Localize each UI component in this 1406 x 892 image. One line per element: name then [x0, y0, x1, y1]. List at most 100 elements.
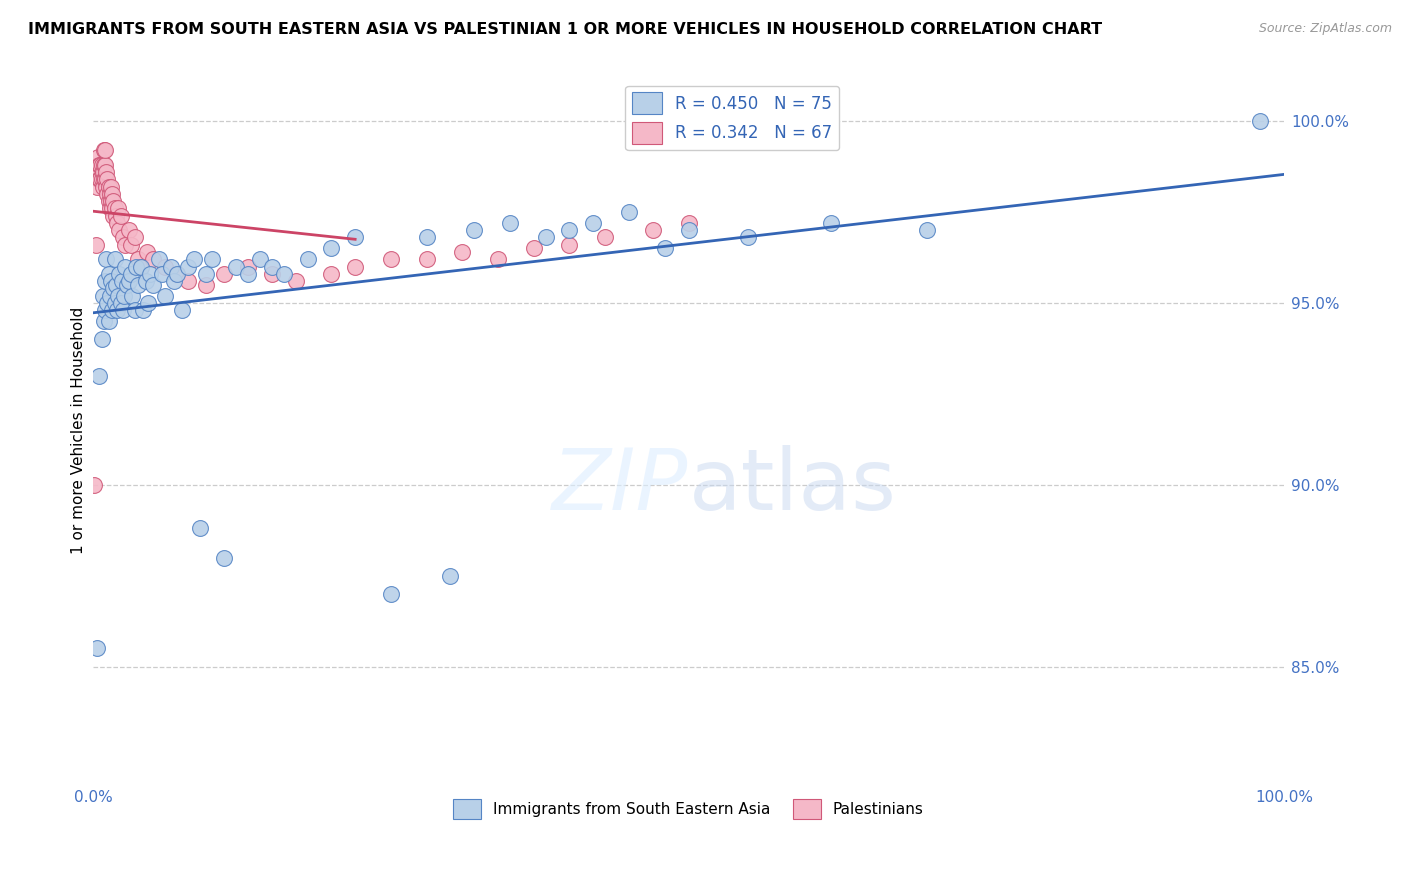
- Point: [121, 288, 143, 302]
- Point: [124, 230, 146, 244]
- Point: [93, 172, 115, 186]
- Point: [91, 288, 114, 302]
- Point: [236, 260, 259, 274]
- Point: [96, 179, 118, 194]
- Point: [225, 260, 247, 274]
- Point: [86, 641, 108, 656]
- Y-axis label: 1 or more Vehicles in Household: 1 or more Vehicles in Household: [72, 307, 86, 554]
- Point: [104, 252, 127, 267]
- Point: [111, 303, 134, 318]
- Point: [153, 260, 176, 274]
- Point: [415, 230, 437, 244]
- Point: [96, 252, 118, 267]
- Point: [108, 267, 131, 281]
- Point: [90, 158, 112, 172]
- Point: [93, 143, 115, 157]
- Point: [148, 252, 170, 267]
- Point: [127, 252, 149, 267]
- Point: [297, 252, 319, 267]
- Point: [132, 303, 155, 318]
- Point: [124, 303, 146, 318]
- Point: [89, 158, 111, 172]
- Point: [166, 267, 188, 281]
- Point: [94, 303, 117, 318]
- Point: [142, 252, 165, 267]
- Point: [166, 267, 188, 281]
- Point: [678, 223, 700, 237]
- Point: [110, 209, 132, 223]
- Point: [139, 267, 162, 281]
- Point: [91, 179, 114, 194]
- Point: [86, 179, 108, 194]
- Point: [212, 550, 235, 565]
- Point: [321, 267, 343, 281]
- Point: [127, 277, 149, 292]
- Point: [97, 314, 120, 328]
- Point: [89, 368, 111, 383]
- Point: [101, 303, 124, 318]
- Point: [89, 172, 111, 186]
- Point: [523, 241, 546, 255]
- Point: [177, 274, 200, 288]
- Point: [593, 230, 616, 244]
- Point: [380, 587, 402, 601]
- Text: IMMIGRANTS FROM SOUTH EASTERN ASIA VS PALESTINIAN 1 OR MORE VEHICLES IN HOUSEHOL: IMMIGRANTS FROM SOUTH EASTERN ASIA VS PA…: [28, 22, 1102, 37]
- Point: [499, 216, 522, 230]
- Point: [94, 274, 117, 288]
- Point: [415, 252, 437, 267]
- Point: [582, 216, 605, 230]
- Point: [195, 267, 218, 281]
- Point: [1249, 114, 1271, 128]
- Point: [380, 252, 402, 267]
- Point: [112, 288, 135, 302]
- Point: [163, 274, 186, 288]
- Point: [103, 281, 125, 295]
- Point: [177, 260, 200, 274]
- Point: [118, 274, 141, 288]
- Point: [91, 165, 114, 179]
- Point: [284, 274, 307, 288]
- Point: [641, 223, 664, 237]
- Text: atlas: atlas: [689, 445, 897, 528]
- Point: [439, 568, 461, 582]
- Point: [104, 209, 127, 223]
- Point: [90, 332, 112, 346]
- Point: [83, 477, 105, 491]
- Point: [107, 288, 129, 302]
- Point: [150, 267, 173, 281]
- Point: [135, 245, 157, 260]
- Point: [101, 186, 124, 201]
- Point: [104, 296, 127, 310]
- Point: [737, 230, 759, 244]
- Point: [98, 202, 121, 216]
- Point: [136, 296, 159, 310]
- Point: [153, 288, 176, 302]
- Point: [89, 158, 111, 172]
- Legend: Immigrants from South Eastern Asia, Palestinians: Immigrants from South Eastern Asia, Pale…: [447, 793, 929, 825]
- Point: [100, 274, 122, 288]
- Point: [129, 260, 152, 274]
- Point: [120, 267, 142, 281]
- Point: [486, 252, 509, 267]
- Point: [114, 237, 136, 252]
- Point: [451, 245, 474, 260]
- Text: Source: ZipAtlas.com: Source: ZipAtlas.com: [1258, 22, 1392, 36]
- Point: [97, 267, 120, 281]
- Point: [107, 202, 129, 216]
- Point: [94, 158, 117, 172]
- Point: [111, 274, 134, 288]
- Point: [125, 260, 148, 274]
- Point: [111, 230, 134, 244]
- Point: [103, 209, 125, 223]
- Point: [94, 143, 117, 157]
- Point: [105, 303, 128, 318]
- Point: [344, 260, 367, 274]
- Point: [201, 252, 224, 267]
- Point: [558, 237, 581, 252]
- Point: [96, 296, 118, 310]
- Point: [100, 194, 122, 208]
- Point: [260, 260, 283, 274]
- Point: [558, 223, 581, 237]
- Point: [108, 223, 131, 237]
- Point: [129, 260, 152, 274]
